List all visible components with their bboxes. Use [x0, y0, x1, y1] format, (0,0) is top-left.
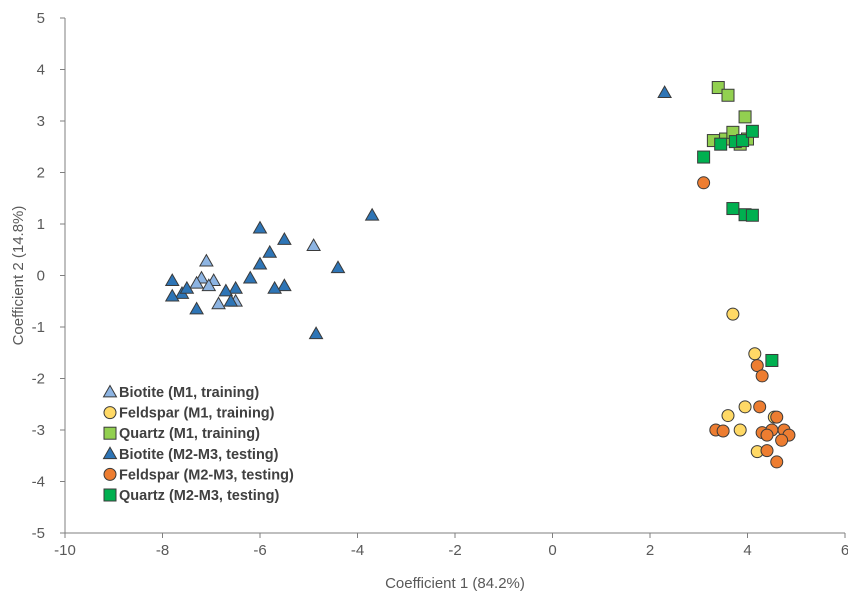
- data-point: [697, 176, 711, 190]
- y-tick-label: 0: [37, 268, 45, 285]
- y-tick-label: 5: [37, 10, 45, 27]
- data-point: [252, 220, 268, 234]
- series-4: [697, 176, 796, 469]
- data-point: [755, 369, 769, 383]
- data-point: [721, 409, 735, 423]
- y-axis-label: Coefficient 2 (14.8%): [10, 206, 27, 346]
- data-point: [738, 110, 752, 124]
- legend-label: Quartz (M2-M3, testing): [119, 488, 279, 504]
- legend-marker: [102, 446, 118, 460]
- x-tick-label: -2: [448, 542, 461, 559]
- data-point: [711, 81, 725, 95]
- data-point: [775, 433, 789, 447]
- data-point: [306, 238, 321, 252]
- data-point: [242, 270, 258, 284]
- x-tick-label: 6: [841, 542, 848, 559]
- legend-label: Feldspar (M2-M3, testing): [119, 467, 294, 483]
- x-tick-label: -8: [156, 542, 169, 559]
- x-tick-label: 0: [548, 542, 556, 559]
- x-tick-label: -6: [253, 542, 266, 559]
- x-tick-label: -4: [351, 542, 364, 559]
- data-point: [697, 150, 711, 164]
- y-tick-label: 1: [37, 216, 45, 233]
- y-tick-label: 4: [37, 62, 45, 79]
- legend-label: Feldspar (M1, training): [119, 406, 275, 422]
- data-point: [726, 202, 740, 216]
- series-0: [189, 238, 321, 310]
- data-point: [736, 134, 750, 148]
- data-point: [714, 137, 728, 151]
- y-tick-label: -3: [32, 422, 45, 439]
- x-tick-label: 4: [743, 542, 751, 559]
- data-point: [218, 283, 234, 297]
- legend-marker: [103, 488, 117, 502]
- x-tick-label: 2: [646, 542, 654, 559]
- data-point: [733, 423, 747, 437]
- y-tick-label: -2: [32, 371, 45, 388]
- data-points: [164, 81, 796, 469]
- series-3: [164, 85, 672, 340]
- data-point: [189, 275, 204, 289]
- data-point: [164, 273, 180, 287]
- series-5: [697, 124, 779, 367]
- data-point: [308, 326, 324, 340]
- data-point: [770, 410, 784, 424]
- data-point: [745, 208, 759, 222]
- data-point: [726, 307, 740, 321]
- data-point: [164, 288, 180, 302]
- data-point: [330, 260, 346, 274]
- data-point: [753, 400, 767, 414]
- data-point: [277, 278, 292, 292]
- data-point: [199, 253, 214, 267]
- legend-marker: [103, 467, 117, 481]
- data-point: [364, 207, 380, 221]
- data-point: [228, 280, 243, 294]
- data-point: [738, 400, 752, 414]
- data-point: [277, 231, 292, 245]
- data-point: [211, 296, 226, 310]
- data-point: [657, 85, 672, 99]
- legend-label: Biotite (M2-M3, testing): [119, 447, 279, 463]
- data-point: [721, 88, 735, 102]
- data-point: [252, 256, 268, 270]
- x-tick-label: -10: [54, 542, 76, 559]
- y-tick-label: 3: [37, 113, 45, 130]
- data-point: [267, 280, 282, 294]
- legend-marker: [103, 426, 117, 440]
- y-tick-label: -4: [32, 474, 45, 491]
- data-point: [201, 278, 217, 292]
- data-point: [262, 244, 278, 258]
- legend: Biotite (M1, training) Feldspar (M1, trai…: [102, 384, 294, 504]
- legend-label: Biotite (M1, training): [119, 385, 259, 401]
- legend-marker: [102, 384, 118, 398]
- data-point: [179, 280, 195, 294]
- data-point: [760, 444, 774, 458]
- data-point: [765, 353, 779, 367]
- data-point: [770, 455, 784, 469]
- legend-marker: [103, 406, 117, 420]
- y-tick-label: -1: [32, 319, 45, 336]
- y-tick-label: -5: [32, 525, 45, 542]
- data-point: [748, 347, 762, 361]
- x-axis-label: Coefficient 1 (84.2%): [385, 575, 525, 592]
- data-point: [750, 359, 764, 373]
- y-tick-label: 2: [37, 165, 45, 182]
- data-point: [745, 124, 759, 138]
- data-point: [189, 301, 204, 315]
- data-point: [223, 293, 239, 307]
- data-point: [760, 428, 774, 442]
- legend-label: Quartz (M1, training): [119, 426, 260, 442]
- data-point: [716, 424, 730, 438]
